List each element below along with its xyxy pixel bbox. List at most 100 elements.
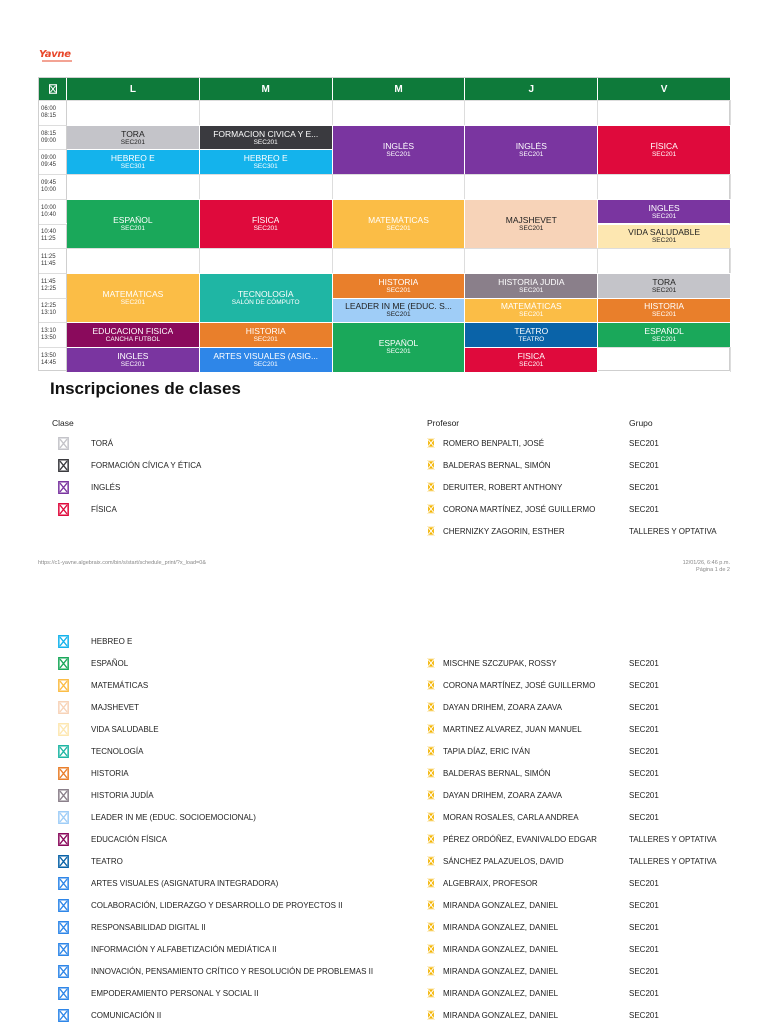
- class-name: FORMACION CIVICA Y E...: [213, 129, 319, 139]
- class-group: SEC201: [651, 311, 677, 319]
- professor-name: DERUITER, ROBERT ANTHONY: [443, 482, 563, 492]
- class-block[interactable]: ARTES VISUALES (ASIG... SEC201: [199, 347, 333, 372]
- class-block[interactable]: ESPAÑOL SEC201: [67, 198, 200, 249]
- class-color-icon: [58, 480, 69, 494]
- empty-slot: [67, 248, 200, 273]
- professor-name: DAYAN DRIHEM, ZOARA ZAAVA: [443, 790, 562, 800]
- empty-slot: [332, 174, 466, 199]
- class-label: VIDA SALUDABLE: [91, 724, 159, 734]
- group-label: SEC201: [629, 900, 659, 910]
- slot-end: 10:00: [41, 186, 57, 193]
- professor-name: PÉREZ ORDÓÑEZ, EVANIVALDO EDGAR: [443, 834, 597, 844]
- professor-icon: [427, 482, 435, 492]
- class-block[interactable]: INGLES SEC201: [598, 198, 731, 224]
- class-block[interactable]: HISTORIA JUDIA SEC201: [465, 272, 599, 298]
- professor-name: MIRANDA GONZALEZ, DANIEL: [443, 1010, 559, 1020]
- class-block[interactable]: INGLES SEC201: [67, 347, 200, 372]
- class-block[interactable]: MATEMÁTICAS SEC201: [332, 198, 466, 249]
- class-row: ESPAÑOL: [58, 656, 128, 670]
- time-slot: 10:40 11:25: [39, 223, 67, 249]
- class-block[interactable]: INGLÉS SEC201: [332, 124, 466, 175]
- professor-name: TAPIA DÍAZ, ERIC IVÁN: [443, 746, 530, 756]
- professor-icon: [427, 768, 435, 778]
- professor-name: MIRANDA GONZALEZ, DANIEL: [443, 900, 559, 910]
- group-label: SEC201: [629, 812, 659, 822]
- professor-icon: [427, 812, 435, 822]
- class-block[interactable]: HISTORIA SEC201: [598, 297, 731, 323]
- class-label: ARTES VISUALES (ASIGNATURA INTEGRADORA): [91, 878, 279, 888]
- group-label: SEC201: [629, 966, 659, 976]
- class-block[interactable]: FÍSICA SEC201: [199, 198, 333, 249]
- empty-slot: [465, 174, 599, 199]
- class-block[interactable]: MAJSHEVET SEC201: [465, 198, 599, 249]
- box-x-icon: [39, 78, 67, 100]
- group-label: SEC201: [629, 878, 659, 888]
- class-name: TORA: [652, 277, 676, 287]
- class-block[interactable]: EDUCACION FISICA CANCHA FUTBOL: [67, 322, 200, 347]
- class-group: SEC201: [386, 348, 411, 356]
- class-row: VIDA SALUDABLE: [58, 722, 159, 736]
- group-label: SEC201: [629, 460, 659, 470]
- class-label: MAJSHEVET: [91, 702, 140, 712]
- class-group: SEC201: [651, 150, 677, 158]
- class-color-icon: [58, 788, 69, 802]
- schedule-grid: L M M J V 06:00 08:15 08:15 09:00 09:00 09:45 09:45…: [38, 77, 731, 372]
- professor-name: MORAN ROSALES, CARLA ANDREA: [443, 812, 579, 822]
- class-group: SEC201: [519, 224, 544, 232]
- class-color-icon: [58, 986, 69, 1000]
- class-block[interactable]: TEATRO TEATRO: [465, 322, 599, 347]
- class-group: SEC201: [253, 360, 278, 368]
- class-block[interactable]: HISTORIA SEC201: [199, 322, 333, 347]
- class-block[interactable]: HEBREO E SEC301: [199, 149, 333, 175]
- professor-name: DAYAN DRIHEM, ZOARA ZAAVA: [443, 702, 562, 712]
- class-block[interactable]: TORA SEC201: [598, 272, 731, 298]
- class-row: HISTORIA: [58, 766, 129, 780]
- class-color-icon: [58, 898, 69, 912]
- class-row: ARTES VISUALES (ASIGNATURA INTEGRADORA): [58, 876, 278, 890]
- header-grupo: Grupo: [629, 418, 653, 428]
- class-group: TEATRO: [518, 336, 545, 344]
- class-row: TEATRO: [58, 854, 123, 868]
- class-label: HISTORIA JUDÍA: [91, 790, 154, 800]
- professor-icon: [427, 900, 435, 910]
- class-block[interactable]: LEADER IN ME (EDUC. S... SEC201: [332, 297, 466, 323]
- class-label: EDUCACIÓN FÍSICA: [91, 834, 168, 844]
- professor-icon: [427, 878, 435, 888]
- class-block[interactable]: FORMACION CIVICA Y E... SEC201: [199, 124, 333, 150]
- class-block[interactable]: TORA SEC201: [67, 124, 200, 150]
- class-group: SEC201: [386, 311, 411, 319]
- day-header: J: [465, 78, 599, 100]
- slot-end: 11:45: [41, 261, 56, 268]
- class-block[interactable]: MATEMÁTICAS SEC201: [465, 297, 599, 323]
- class-group: SEC201: [519, 360, 544, 368]
- class-group: SEC201: [651, 212, 677, 220]
- class-block[interactable]: ESPAÑOL SEC201: [332, 322, 466, 372]
- class-name: ESPAÑOL: [113, 215, 153, 225]
- time-slot: 13:10 13:50: [39, 322, 67, 347]
- class-group: SEC301: [253, 163, 278, 171]
- class-color-icon: [58, 810, 69, 824]
- class-block[interactable]: INGLÉS SEC201: [465, 124, 599, 175]
- class-color-icon: [58, 458, 69, 472]
- class-block[interactable]: FISICA SEC201: [465, 347, 599, 372]
- slot-start: 10:00: [41, 204, 57, 211]
- time-slot: 10:00 10:40: [39, 198, 67, 224]
- group-label: SEC201: [629, 768, 659, 778]
- class-block[interactable]: MATEMÁTICAS SEC201: [67, 272, 200, 323]
- professor-icon: [427, 460, 435, 470]
- class-name: HISTORIA JUDIA: [498, 277, 565, 287]
- empty-slot: [67, 174, 200, 199]
- class-group: SEC201: [386, 286, 411, 294]
- class-block[interactable]: VIDA SALUDABLE SEC201: [598, 223, 731, 249]
- class-block[interactable]: HEBREO E SEC301: [67, 149, 200, 175]
- empty-slot: [465, 248, 599, 273]
- professor-name: MIRANDA GONZALEZ, DANIEL: [443, 988, 559, 998]
- class-block[interactable]: HISTORIA SEC201: [332, 272, 466, 298]
- class-label: HEBREO E: [91, 636, 133, 646]
- professor-row: MIRANDA GONZALEZ, DANIEL: [427, 898, 558, 912]
- professor-name: MIRANDA GONZALEZ, DANIEL: [443, 944, 559, 954]
- class-block[interactable]: FÍSICA SEC201: [598, 124, 731, 175]
- slot-end: 12:25: [41, 285, 57, 292]
- class-block[interactable]: TECNOLOGÍA SALÓN DE CÓMPUTO: [199, 272, 333, 323]
- class-block[interactable]: ESPAÑOL SEC201: [598, 322, 731, 347]
